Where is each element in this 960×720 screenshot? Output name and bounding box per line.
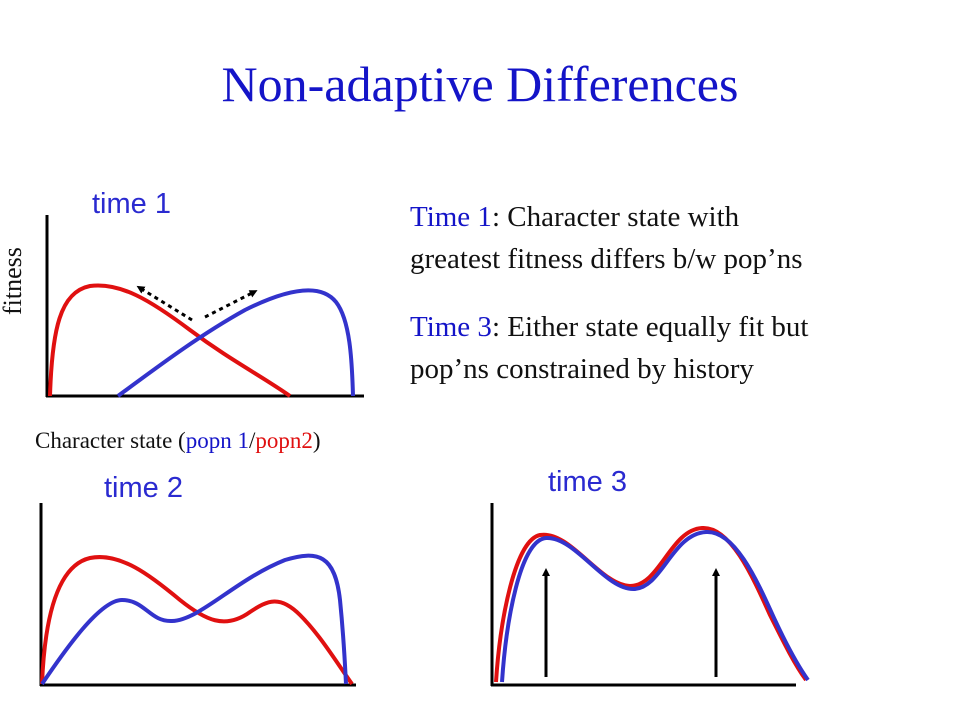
plot2-curve-popn1 bbox=[40, 553, 348, 686]
plot1-curve-popn2 bbox=[48, 283, 292, 398]
plot1-arrow-left bbox=[136, 285, 193, 322]
plot-label-time1: time 1 bbox=[92, 188, 171, 220]
x-axis-label-popn2: popn2 bbox=[255, 428, 313, 453]
plot-time2 bbox=[39, 503, 356, 687]
plot1-arrow-right bbox=[204, 290, 258, 319]
plot3-curve-popn2 bbox=[494, 525, 808, 683]
x-axis-label-popn1: popn 1 bbox=[185, 428, 249, 453]
note-time1: Time 1: Character state with greatest fi… bbox=[410, 196, 930, 280]
slide-title: Non-adaptive Differences bbox=[221, 56, 739, 112]
x-axis-label: Character state (popn 1/popn2) bbox=[35, 428, 321, 454]
plot1-curve-popn1 bbox=[116, 288, 355, 398]
x-axis-label-sep: / bbox=[248, 428, 256, 453]
note-time3-head: Time 3 bbox=[410, 311, 492, 343]
note-time1-line1: : Character state with bbox=[491, 201, 740, 233]
note-time1-head: Time 1 bbox=[410, 201, 492, 233]
plot-time1 bbox=[45, 215, 364, 398]
note-time3-line1: : Either state equally fit but bbox=[491, 311, 809, 343]
plot-label-time3: time 3 bbox=[548, 466, 627, 498]
plot2-curve-popn2 bbox=[40, 555, 354, 686]
x-axis-label-prefix: Character state ( bbox=[35, 428, 186, 453]
note-time3: Time 3: Either state equally fit but pop… bbox=[410, 306, 930, 390]
plot-time3 bbox=[490, 503, 810, 687]
plot3-curve-popn1 bbox=[500, 529, 810, 683]
plot-label-time2: time 2 bbox=[104, 472, 183, 504]
x-axis-label-suffix: ) bbox=[312, 428, 321, 453]
note-time3-line2: pop’ns constrained by history bbox=[410, 353, 754, 385]
note-time1-line2: greatest fitness differs b/w pop’ns bbox=[410, 243, 803, 275]
